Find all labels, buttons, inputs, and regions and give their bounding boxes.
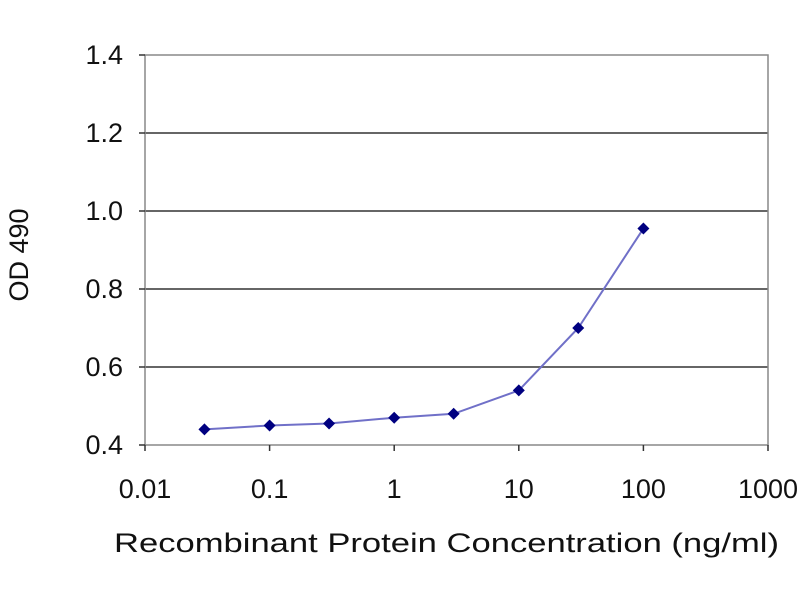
x-tick-label: 1000 <box>738 474 798 504</box>
data-point <box>447 407 460 420</box>
gridlines <box>145 132 768 368</box>
y-tick-label: 0.4 <box>85 430 123 460</box>
x-tick-label: 0.1 <box>251 474 289 504</box>
data-point <box>323 417 336 430</box>
data-point <box>572 322 585 334</box>
data-point <box>198 423 211 436</box>
x-tick-label: 1 <box>387 474 402 504</box>
y-tick-label: 0.8 <box>85 274 123 304</box>
y-axis-ticks: 0.4 0.6 0.8 1.0 1.2 1.4 <box>85 40 145 460</box>
y-tick-label: 1.4 <box>85 40 123 70</box>
data-point <box>512 384 525 397</box>
data-point <box>388 411 401 424</box>
y-tick-label: 0.6 <box>85 352 123 382</box>
y-tick-label: 1.2 <box>85 118 123 148</box>
series-layer <box>198 222 650 436</box>
y-axis-label: OD 490 <box>4 208 34 301</box>
x-axis-ticks: 0.01 0.1 1 10 100 1000 <box>119 445 798 504</box>
x-axis-label: Recombinant Protein Concentration (ng/ml… <box>114 528 779 558</box>
x-tick-label: 0.01 <box>119 474 172 504</box>
y-tick-label: 1.0 <box>85 196 123 226</box>
series-line <box>204 228 645 431</box>
x-tick-label: 100 <box>621 474 666 504</box>
data-point <box>637 222 650 235</box>
data-point <box>263 419 276 432</box>
x-tick-label: 10 <box>504 474 534 504</box>
plot-area <box>144 54 769 446</box>
